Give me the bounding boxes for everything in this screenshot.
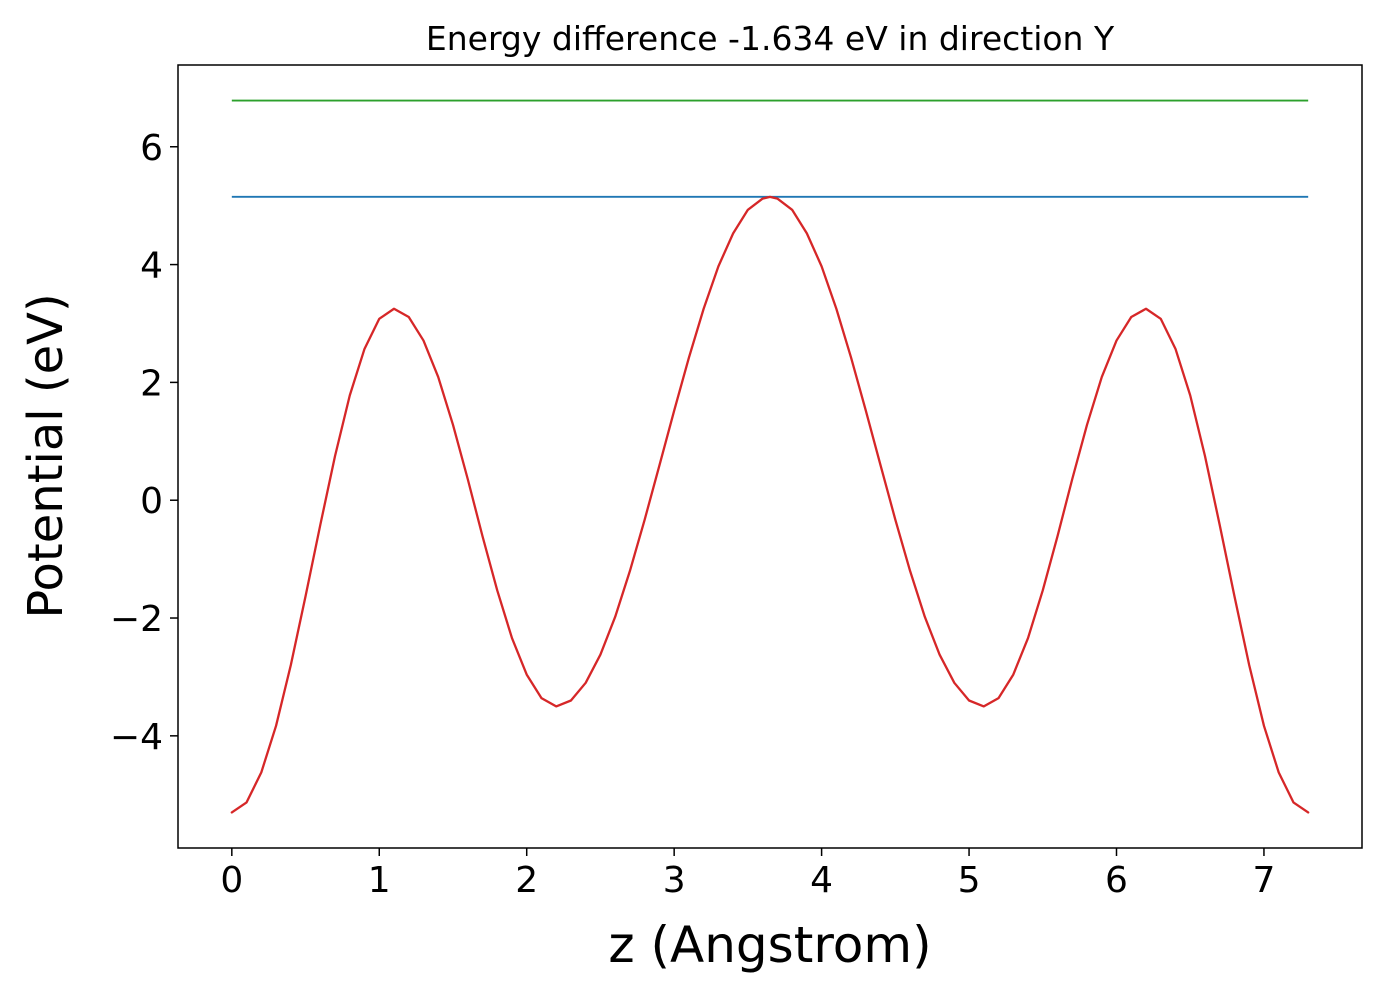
- y-tick-label: 2: [140, 363, 163, 404]
- y-tick-label: 6: [140, 128, 163, 169]
- x-tick-label: 4: [810, 860, 833, 901]
- plot-area: 0 1 2 3 4 5 6 7 −4 −2 0 2 4 6: [110, 64, 1363, 901]
- x-tick-label: 6: [1105, 860, 1128, 901]
- chart-title: Energy difference -1.634 eV in direction…: [426, 19, 1115, 58]
- axes-spine: [177, 64, 1363, 849]
- x-tick-label: 7: [1252, 860, 1275, 901]
- x-tick-label: 2: [515, 860, 538, 901]
- y-tick-label: 0: [140, 481, 163, 522]
- potential-curve: [230, 195, 1310, 814]
- y-axis-label: Potential (eV): [18, 293, 74, 618]
- x-tick-label: 5: [958, 860, 981, 901]
- x-tick-label: 0: [220, 860, 243, 901]
- y-tick-label: −2: [110, 599, 163, 640]
- y-tick-label: 4: [140, 246, 163, 287]
- x-axis-label: z (Angstrom): [608, 916, 931, 974]
- y-tick-label: −4: [110, 717, 163, 758]
- x-tick-label: 3: [663, 860, 686, 901]
- x-tick-label: 1: [368, 860, 391, 901]
